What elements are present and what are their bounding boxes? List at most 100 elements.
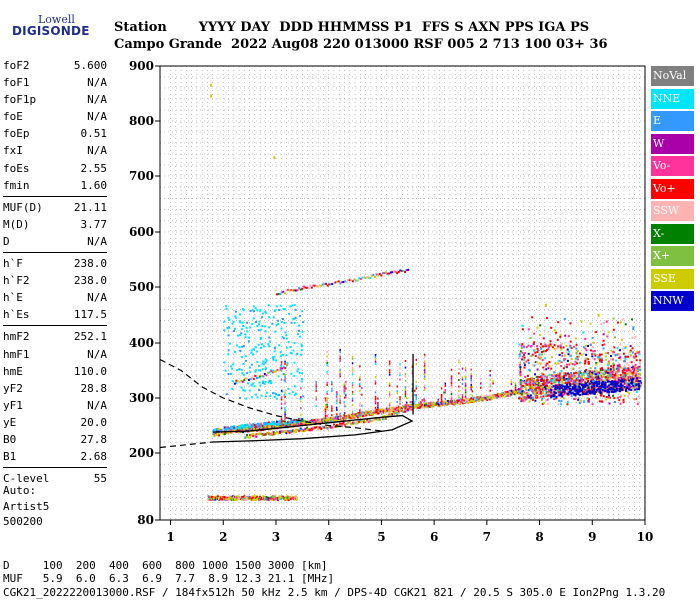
echo-point	[554, 386, 557, 389]
echo-point	[388, 382, 391, 385]
echo-point	[408, 408, 411, 411]
echo-point	[270, 497, 273, 500]
echo-point	[534, 394, 537, 397]
echo-point	[240, 379, 243, 382]
echo-point	[249, 434, 252, 437]
echo-point	[471, 385, 474, 388]
legend-item-noval: NoVal	[651, 66, 694, 87]
echo-point	[260, 328, 263, 331]
echo-point	[402, 269, 405, 272]
echo-point	[587, 360, 590, 363]
echo-point	[275, 393, 278, 396]
echo-point	[423, 371, 426, 374]
echo-point	[280, 402, 283, 405]
echo-point	[234, 498, 237, 501]
echo-point	[602, 339, 605, 342]
param-row: h`F2 238.0	[3, 272, 107, 289]
echo-point	[351, 397, 354, 400]
echo-point	[331, 383, 333, 386]
echo-point	[585, 344, 588, 347]
echo-point	[244, 425, 247, 428]
echo-point	[259, 308, 262, 311]
echo-point	[214, 428, 217, 431]
echo-point	[253, 310, 256, 313]
echo-point	[263, 496, 266, 499]
echo-point	[455, 401, 458, 404]
echo-point	[446, 400, 449, 403]
echo-point	[544, 350, 547, 353]
echo-point	[574, 389, 577, 392]
echo-point	[248, 495, 251, 498]
echo-point	[285, 496, 288, 499]
echo-point	[584, 360, 587, 363]
echo-point	[432, 404, 435, 407]
echo-point	[274, 433, 277, 436]
echo-point	[594, 373, 597, 376]
echo-point	[614, 372, 617, 375]
echo-point	[328, 426, 331, 429]
echo-point	[423, 360, 426, 363]
echo-point	[288, 289, 291, 292]
echo-point	[284, 391, 286, 394]
echo-point	[637, 380, 640, 383]
echo-point	[619, 358, 622, 361]
echo-point	[594, 390, 597, 393]
echo-point	[623, 360, 626, 363]
echo-point	[359, 411, 361, 414]
echo-point	[212, 497, 215, 500]
echo-point	[560, 361, 563, 364]
echo-point	[398, 406, 401, 409]
echo-point	[279, 368, 282, 371]
param-row: foEs 2.55	[3, 160, 107, 177]
echo-point	[232, 320, 235, 323]
echo-point	[286, 496, 289, 499]
echo-point	[553, 374, 556, 377]
echo-point	[423, 388, 426, 391]
echo-point	[470, 372, 472, 375]
echo-point	[245, 436, 248, 439]
param-value: N/A	[87, 110, 107, 124]
echo-point	[536, 376, 539, 379]
echo-point	[623, 379, 626, 382]
echo-point	[375, 408, 378, 411]
echo-point	[537, 362, 540, 365]
echo-point	[539, 343, 542, 346]
echo-point	[265, 367, 268, 370]
echo-point	[228, 326, 231, 329]
file-info: CGK21_2022220013000.RSF / 184fx512h 50 k…	[3, 586, 666, 599]
echo-point	[556, 394, 559, 397]
echo-point	[471, 399, 474, 402]
echo-point	[565, 383, 568, 386]
echo-point	[449, 400, 452, 403]
echo-point	[598, 354, 601, 357]
echo-point	[332, 423, 335, 426]
echo-point	[328, 418, 331, 421]
echo-point	[489, 374, 491, 377]
echo-point	[293, 424, 296, 427]
echo-point	[592, 341, 595, 344]
echo-point	[229, 431, 232, 434]
echo-point	[399, 374, 401, 377]
echo-point	[540, 392, 543, 395]
echo-point	[519, 368, 522, 371]
echo-point	[383, 410, 386, 413]
echo-point	[315, 385, 317, 388]
echo-point	[239, 334, 242, 337]
echo-point	[637, 401, 640, 404]
echo-point	[315, 387, 317, 390]
echo-point	[568, 363, 571, 366]
echo-point	[624, 357, 627, 360]
echo-point	[273, 355, 276, 358]
echo-point	[248, 428, 251, 431]
echo-point	[539, 391, 542, 394]
echo-point	[547, 367, 550, 370]
echo-point	[299, 397, 302, 400]
echo-point	[270, 498, 273, 501]
echo-point	[533, 341, 536, 344]
echo-point	[533, 373, 536, 376]
echo-point	[581, 392, 584, 395]
echo-point	[527, 380, 530, 383]
echo-point	[284, 417, 286, 420]
echo-point	[282, 366, 285, 369]
echo-point	[564, 393, 567, 396]
